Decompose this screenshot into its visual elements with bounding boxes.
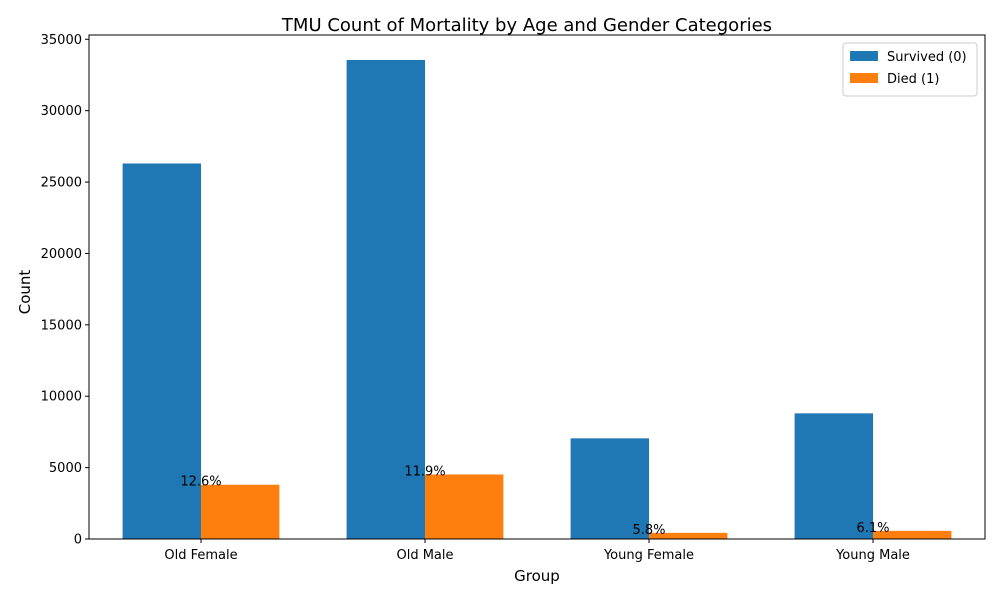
- y-tick-label: 5000: [49, 461, 82, 476]
- x-tick-label: Young Male: [835, 548, 910, 563]
- y-tick-label: 35000: [41, 33, 82, 48]
- legend-label: Died (1): [887, 72, 939, 87]
- y-axis-label: Count: [16, 270, 34, 315]
- percent-label: 12.6%: [180, 475, 221, 490]
- x-tick-label: Old Male: [396, 548, 453, 563]
- bar-died: [425, 474, 504, 539]
- x-tick-label: Young Female: [603, 548, 694, 563]
- bar-survived: [346, 59, 425, 539]
- bar-survived: [794, 413, 873, 539]
- axes-frame: [88, 34, 986, 540]
- bar-died: [649, 532, 728, 539]
- legend-swatch: [850, 51, 878, 61]
- y-tick-label: 15000: [41, 318, 82, 333]
- legend: Survived (0) Died (1): [842, 42, 978, 97]
- x-tick-label: Old Female: [164, 548, 237, 563]
- y-tick-label: 20000: [41, 247, 82, 262]
- bar-survived: [570, 438, 649, 539]
- y-tick-label: 0: [74, 533, 82, 548]
- bar-survived: [122, 163, 201, 539]
- y-tick-label: 30000: [41, 104, 82, 119]
- y-tick-label: 10000: [41, 390, 82, 405]
- legend-swatch: [850, 73, 878, 83]
- percent-label: 5.8%: [632, 523, 665, 538]
- percent-label: 6.1%: [856, 521, 889, 536]
- plot-area: 12.6% 11.9% 5.8% 6.1% 0 5000 10000 15000 20000 25…: [41, 33, 986, 563]
- bar-died: [873, 530, 952, 539]
- bar-died: [201, 484, 280, 539]
- y-tick-label: 25000: [41, 176, 82, 191]
- legend-label: Survived (0): [887, 50, 967, 65]
- percent-label: 11.9%: [404, 464, 445, 479]
- chart-title: TMU Count of Mortality by Age and Gender…: [281, 15, 772, 36]
- x-axis-label: Group: [514, 567, 560, 585]
